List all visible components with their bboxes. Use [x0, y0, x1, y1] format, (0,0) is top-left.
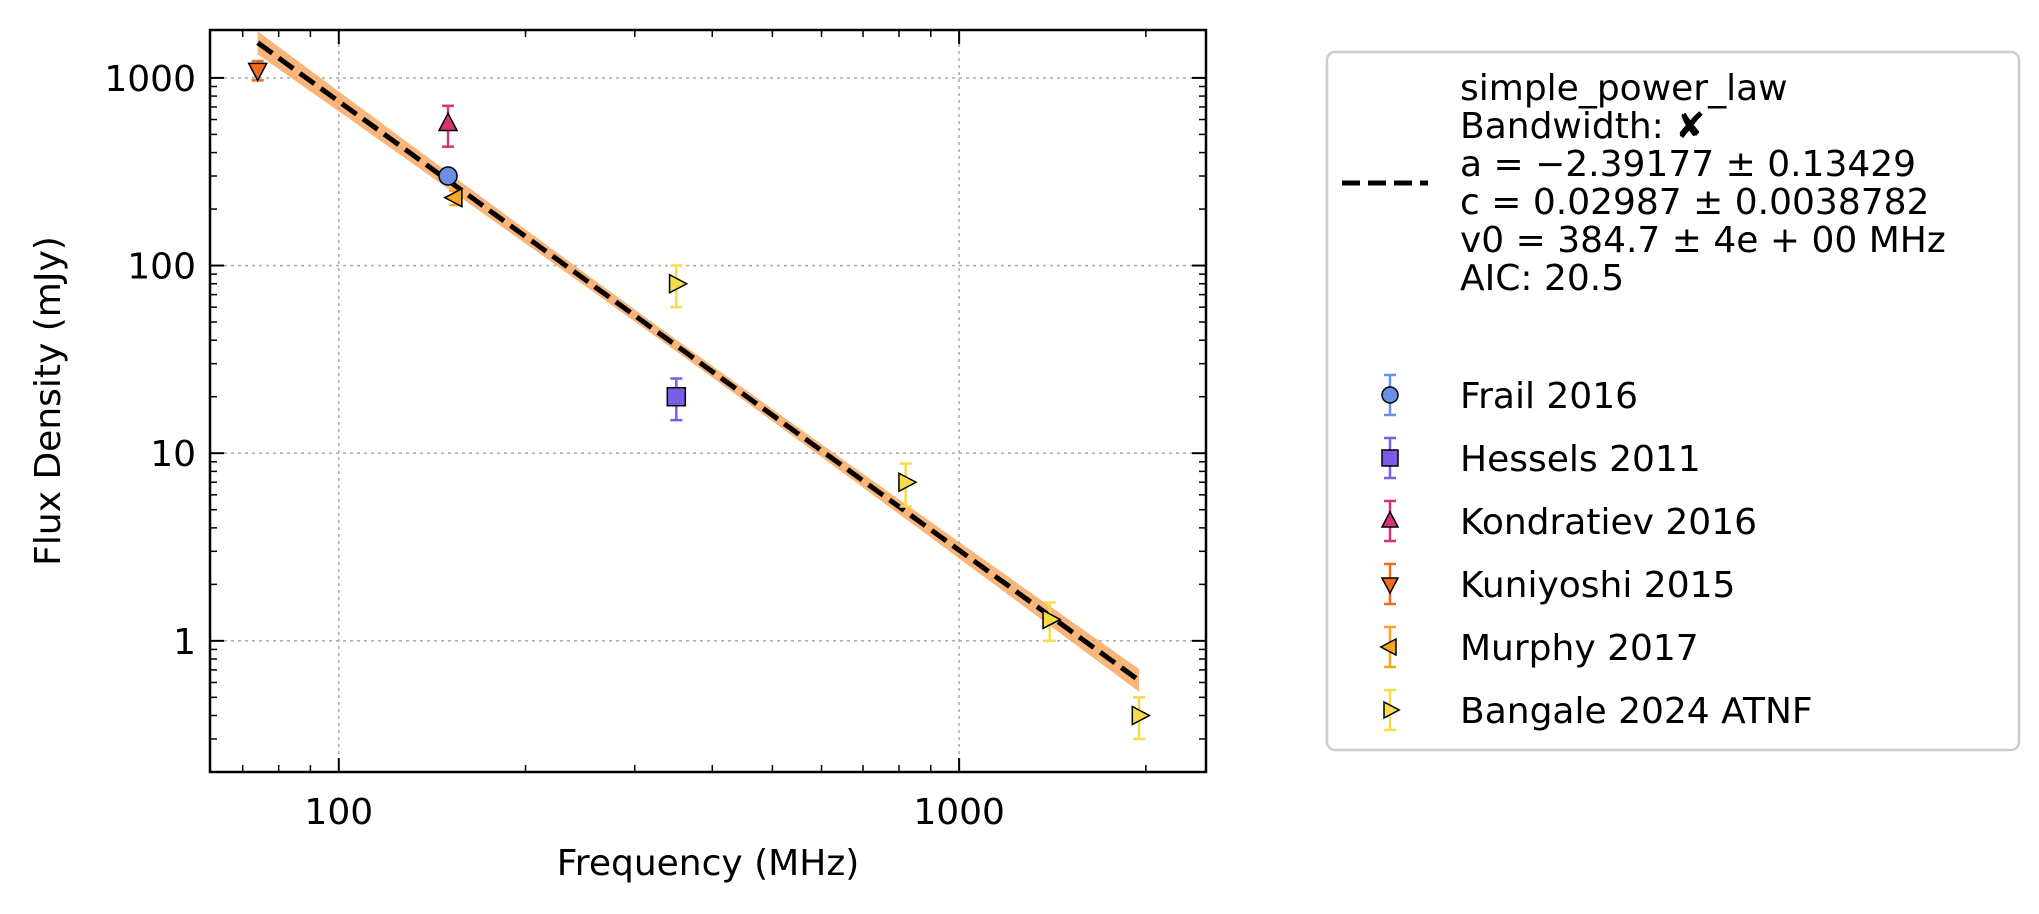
- plot-frame: [208, 28, 1208, 774]
- legend-series-label: Kuniyoshi 2015: [1460, 565, 1735, 606]
- fit-layer: [256, 31, 1141, 692]
- point-frail-2016: [438, 166, 458, 186]
- x-tick-label: 1000: [913, 792, 1005, 833]
- legend-fit-label-line: a = −2.39177 ± 0.13429: [1460, 144, 1916, 185]
- legend-marker: [1380, 510, 1400, 528]
- y-tick-label: 1: [173, 622, 196, 663]
- legend-fit-label-line: simple_power_law: [1460, 68, 1788, 109]
- point-bangale-2024-atnf: [1131, 705, 1152, 726]
- y-tick-label: 1000: [104, 59, 196, 100]
- legend-series-label: Bangale 2024 ATNF: [1460, 691, 1813, 732]
- point-kondratiev-2016: [437, 111, 459, 132]
- point-hessels-2011: [666, 386, 687, 407]
- legend-fit-label-line: c = 0.02987 ± 0.0038782: [1460, 182, 1929, 223]
- fit-uncertainty-band: [257, 31, 1140, 692]
- legend-marker: [1380, 577, 1400, 595]
- legend-series-label: Frail 2016: [1460, 376, 1638, 417]
- point-bangale-2024-atnf: [668, 273, 689, 294]
- y-tick-label: 10: [150, 434, 196, 475]
- grid: [210, 30, 1206, 772]
- point-bangale-2024-atnf: [898, 472, 918, 493]
- legend-series-label: Kondratiev 2016: [1460, 502, 1757, 543]
- legend-marker: [1381, 386, 1399, 404]
- point-kuniyoshi-2015: [247, 62, 268, 83]
- x-axis-label: Frequency (MHz): [557, 843, 860, 884]
- point-murphy-2017: [443, 187, 463, 208]
- data-points: [247, 59, 1152, 741]
- legend-marker: [1379, 637, 1397, 657]
- legend-box: [1325, 50, 2021, 752]
- legend-series-label: Hessels 2011: [1460, 439, 1701, 480]
- legend-fit-label-line: AIC: 20.5: [1460, 258, 1624, 299]
- x-tick-label: 100: [304, 792, 373, 833]
- axis-ticks: 100 1000 1 10 100 1000: [104, 30, 1206, 833]
- legend-series-label: Murphy 2017: [1460, 628, 1699, 669]
- y-axis-label: Flux Density (mJy): [28, 236, 69, 566]
- legend-fit-label-line: Bandwidth: ✘: [1460, 106, 1705, 147]
- legend-marker: [1381, 449, 1399, 467]
- point-bangale-2024-atnf: [1042, 609, 1062, 630]
- y-tick-label: 100: [127, 247, 196, 288]
- legend-fit-label-line: v0 = 384.7 ± 4e + 00 MHz: [1460, 220, 1946, 261]
- legend-marker: [1383, 700, 1401, 720]
